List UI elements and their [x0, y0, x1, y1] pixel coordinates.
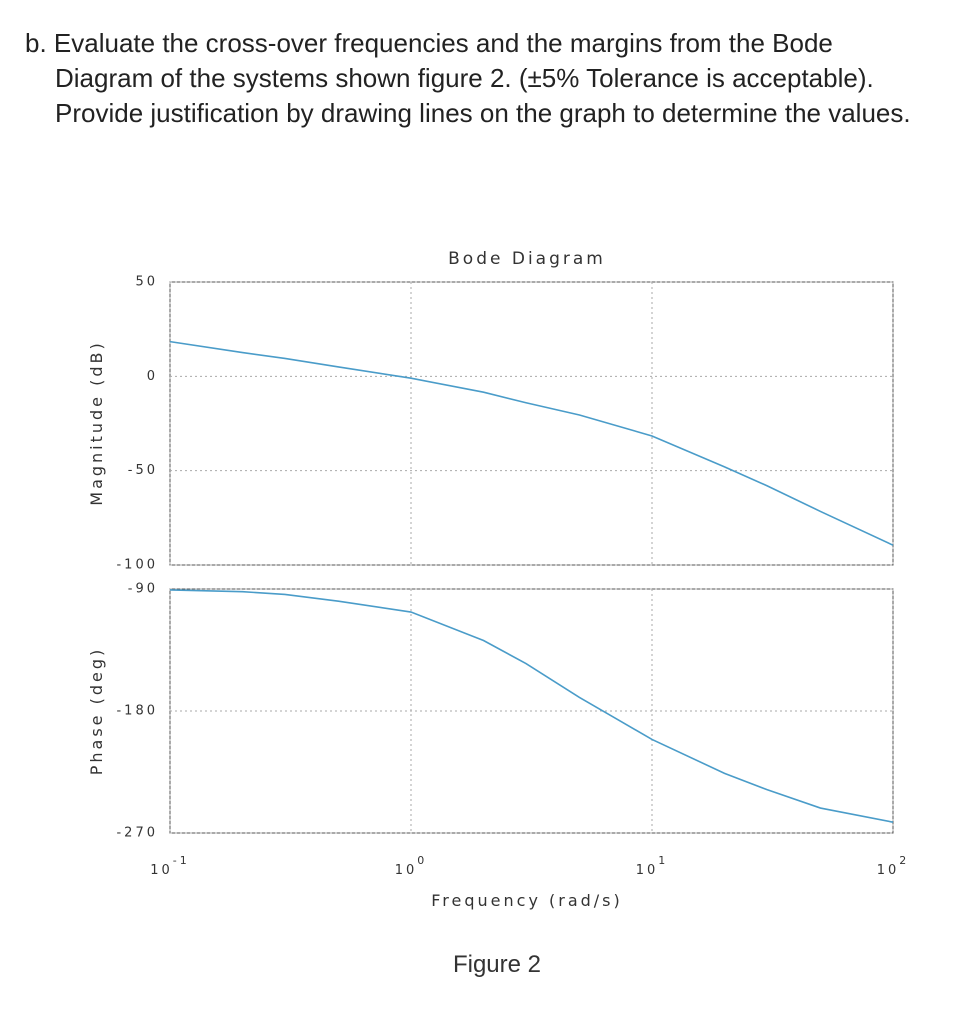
curve	[169, 340, 894, 546]
question-line: b. Evaluate the cross-over frequencies a…	[25, 28, 833, 58]
y-tick-label: 50	[135, 275, 158, 290]
y-tick-label: -50	[128, 463, 158, 478]
x-tick-base: 10	[636, 863, 659, 878]
y-tick-label: -100	[116, 558, 158, 573]
chart-title: Bode Diagram	[448, 249, 606, 269]
x-tick-base: 10	[877, 863, 900, 878]
x-tick-exponent: 2	[899, 854, 909, 867]
x-tick-label: 100	[395, 854, 428, 878]
x-tick-base: 10	[395, 863, 418, 878]
x-tick-exponent: 1	[658, 854, 668, 867]
question-line: Provide justification by drawing lines o…	[55, 98, 911, 128]
x-tick-label: 102	[877, 854, 910, 878]
question-line: Diagram of the systems shown figure 2. (…	[55, 63, 874, 93]
x-tick-label: 101	[636, 854, 669, 878]
x-tick-label: 10-1	[150, 854, 190, 878]
y-tick-label: -270	[116, 826, 158, 841]
x-tick-base: 10	[150, 863, 173, 878]
y-axis-label: Phase (deg)	[87, 647, 106, 776]
x-tick-exponent: 0	[417, 854, 427, 867]
curve	[169, 589, 894, 823]
y-tick-label: -180	[116, 704, 158, 719]
y-tick-label: -90	[128, 582, 158, 597]
y-tick-label: 0	[147, 369, 158, 384]
y-axis-label: Magnitude (dB)	[87, 340, 106, 505]
x-tick-exponent: -1	[173, 854, 190, 867]
x-axis-label: Frequency (rad/s)	[431, 891, 623, 910]
plot-frame	[169, 281, 894, 566]
figure-caption: Figure 2	[453, 951, 541, 978]
